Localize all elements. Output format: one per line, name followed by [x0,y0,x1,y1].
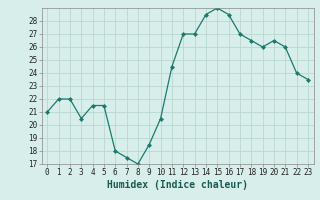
X-axis label: Humidex (Indice chaleur): Humidex (Indice chaleur) [107,180,248,190]
